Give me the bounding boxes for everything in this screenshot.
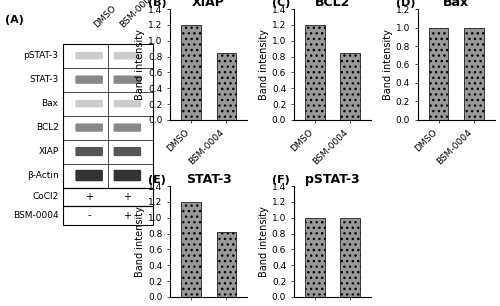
Y-axis label: Band intensity: Band intensity bbox=[135, 29, 145, 100]
Bar bbox=[182, 25, 201, 120]
Title: STAT-3: STAT-3 bbox=[186, 173, 232, 186]
Text: (E): (E) bbox=[148, 175, 166, 185]
FancyBboxPatch shape bbox=[114, 123, 141, 132]
Text: XIAP: XIAP bbox=[38, 147, 58, 156]
Text: CoCl2: CoCl2 bbox=[32, 192, 58, 201]
Text: +: + bbox=[124, 211, 132, 221]
FancyBboxPatch shape bbox=[76, 100, 103, 107]
Text: +: + bbox=[124, 192, 132, 202]
FancyBboxPatch shape bbox=[76, 52, 103, 59]
FancyBboxPatch shape bbox=[76, 123, 103, 132]
Text: β-Actin: β-Actin bbox=[27, 171, 58, 180]
Y-axis label: Band intensity: Band intensity bbox=[259, 206, 269, 277]
Title: pSTAT-3: pSTAT-3 bbox=[305, 173, 360, 186]
FancyBboxPatch shape bbox=[114, 170, 141, 181]
Bar bbox=[182, 202, 201, 297]
Text: (B): (B) bbox=[148, 0, 167, 8]
Y-axis label: Band intensity: Band intensity bbox=[383, 29, 393, 100]
Text: +: + bbox=[85, 192, 93, 202]
Y-axis label: Band intensity: Band intensity bbox=[135, 206, 145, 277]
Bar bbox=[63, 188, 154, 206]
Text: STAT-3: STAT-3 bbox=[30, 75, 58, 84]
Bar bbox=[464, 28, 483, 120]
Title: BCL2: BCL2 bbox=[315, 0, 350, 9]
Text: BSM-0004: BSM-0004 bbox=[13, 211, 59, 220]
Bar bbox=[63, 206, 154, 225]
Text: pSTAT-3: pSTAT-3 bbox=[24, 51, 58, 60]
Title: XIAP: XIAP bbox=[192, 0, 225, 9]
Y-axis label: Band intensity: Band intensity bbox=[259, 29, 269, 100]
Bar bbox=[305, 25, 324, 120]
Bar bbox=[63, 44, 154, 188]
Bar bbox=[305, 218, 324, 297]
Text: BCL2: BCL2 bbox=[36, 123, 59, 132]
FancyBboxPatch shape bbox=[76, 170, 103, 181]
FancyBboxPatch shape bbox=[114, 52, 141, 59]
FancyBboxPatch shape bbox=[114, 76, 141, 84]
Text: BSM-0004: BSM-0004 bbox=[118, 0, 157, 29]
Text: Bax: Bax bbox=[42, 99, 58, 108]
Title: Bax: Bax bbox=[443, 0, 469, 9]
Bar bbox=[340, 53, 359, 120]
FancyBboxPatch shape bbox=[76, 76, 103, 84]
FancyBboxPatch shape bbox=[76, 147, 103, 156]
Text: (A): (A) bbox=[5, 15, 24, 25]
FancyBboxPatch shape bbox=[114, 100, 141, 107]
Text: -: - bbox=[88, 211, 91, 221]
Text: (C): (C) bbox=[272, 0, 290, 8]
Bar bbox=[340, 218, 359, 297]
Bar bbox=[216, 232, 236, 297]
Bar bbox=[429, 28, 448, 120]
Text: (D): (D) bbox=[396, 0, 415, 8]
FancyBboxPatch shape bbox=[114, 147, 141, 156]
Text: (F): (F) bbox=[272, 175, 290, 185]
Bar bbox=[216, 53, 236, 120]
Text: DMSO: DMSO bbox=[92, 4, 118, 29]
